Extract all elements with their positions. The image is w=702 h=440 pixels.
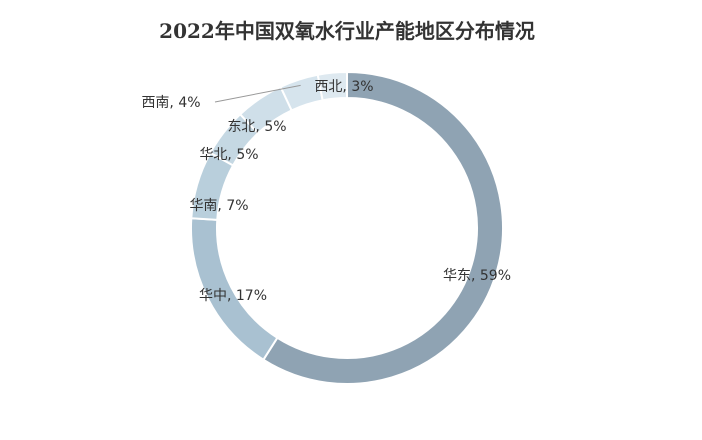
slice-label-西南: 西南, 4%	[141, 95, 200, 111]
chart-title: 2022年中国双氧水行业产能地区分布情况	[159, 19, 535, 43]
slice-label-东北: 东北, 5%	[227, 119, 286, 135]
slice-label-华南: 华南, 7%	[189, 198, 248, 214]
slice-华东	[262, 70, 504, 385]
slice-labels: 华东, 59% 华中, 17% 华南, 7% 华北, 5% 东北, 5% 西南, 4% 西北…	[141, 79, 511, 304]
slice-label-华北: 华北, 5%	[199, 147, 258, 163]
slice-西北	[316, 70, 348, 102]
pie-slices	[190, 70, 504, 385]
slice-label-西北: 西北, 3%	[314, 79, 373, 95]
slice-label-华中: 华中, 17%	[199, 288, 267, 304]
leader-line-西南	[214, 84, 301, 103]
slice-label-华东: 华东, 59%	[443, 268, 511, 284]
